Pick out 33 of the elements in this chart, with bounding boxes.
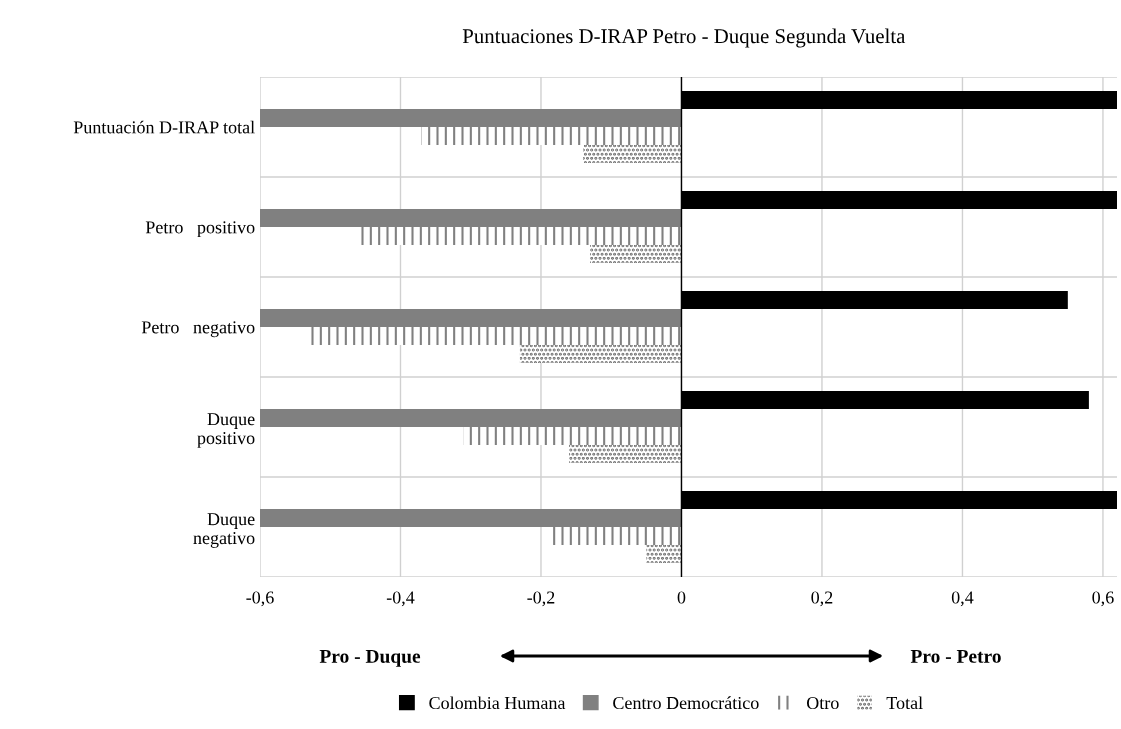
- bar: [260, 409, 682, 427]
- x-tick-label: 0,4: [951, 591, 974, 607]
- bar: [260, 109, 682, 127]
- bar: [309, 327, 682, 345]
- bar: [358, 227, 682, 245]
- y-tick-label: Duque positivo: [197, 413, 255, 448]
- bar: [421, 127, 682, 145]
- y-tick-label: Petro positivo: [145, 221, 255, 238]
- bar: [569, 445, 682, 463]
- legend-label: Colombia Humana: [429, 696, 566, 710]
- legend-label: Otro: [806, 696, 839, 710]
- y-tick-label: Puntuación D-IRAP total: [73, 120, 255, 134]
- x-tick-label: -0,6: [246, 591, 274, 607]
- bar: [646, 545, 682, 563]
- x-tick-label: -0,4: [386, 591, 415, 607]
- y-tick-label: Petro negativo: [141, 321, 255, 338]
- bar: [260, 209, 682, 227]
- bar: [260, 309, 682, 327]
- bar: [590, 245, 682, 263]
- bar: [519, 345, 682, 363]
- bar: [583, 145, 682, 163]
- x-tick-label: 0,6: [1092, 591, 1114, 607]
- chart-title: Puntuaciones D-IRAP Petro - Duque Segunda Vuelta: [462, 28, 906, 48]
- y-tick-label: Duque negativo: [193, 513, 255, 548]
- x-tick-label: 0,2: [811, 591, 833, 607]
- legend-label: Centro Democrático: [613, 696, 759, 710]
- bar: [463, 427, 682, 445]
- x-tick-label: -0,2: [527, 591, 555, 607]
- text: Pro - Duque: [319, 649, 421, 667]
- x-tick-label: 0: [677, 591, 686, 604]
- text: Pro - Petro: [910, 649, 1001, 663]
- bar: [260, 509, 682, 527]
- legend-label: Total: [886, 696, 923, 710]
